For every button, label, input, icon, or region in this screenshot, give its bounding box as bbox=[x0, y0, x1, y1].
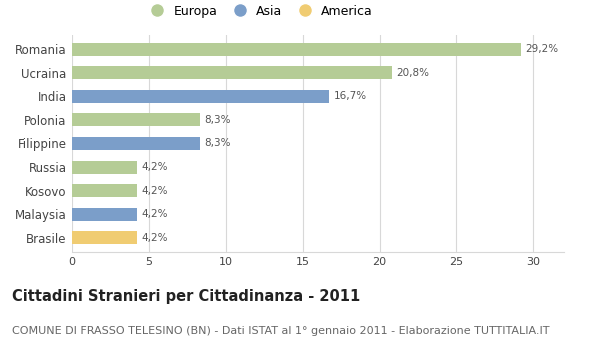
Text: 20,8%: 20,8% bbox=[397, 68, 430, 78]
Bar bbox=[72, 66, 392, 79]
Text: 4,2%: 4,2% bbox=[141, 162, 167, 172]
Legend: Europa, Asia, America: Europa, Asia, America bbox=[142, 2, 376, 20]
Bar bbox=[72, 208, 137, 221]
Text: Cittadini Stranieri per Cittadinanza - 2011: Cittadini Stranieri per Cittadinanza - 2… bbox=[12, 289, 360, 304]
Bar bbox=[72, 90, 329, 103]
Text: 4,2%: 4,2% bbox=[141, 186, 167, 196]
Bar bbox=[72, 231, 137, 244]
Text: 4,2%: 4,2% bbox=[141, 233, 167, 243]
Text: 16,7%: 16,7% bbox=[334, 91, 367, 102]
Bar bbox=[72, 137, 200, 150]
Bar bbox=[72, 184, 137, 197]
Text: COMUNE DI FRASSO TELESINO (BN) - Dati ISTAT al 1° gennaio 2011 - Elaborazione TU: COMUNE DI FRASSO TELESINO (BN) - Dati IS… bbox=[12, 326, 550, 336]
Text: 4,2%: 4,2% bbox=[141, 209, 167, 219]
Text: 29,2%: 29,2% bbox=[526, 44, 559, 54]
Bar bbox=[72, 113, 200, 126]
Text: 8,3%: 8,3% bbox=[204, 115, 231, 125]
Bar bbox=[72, 43, 521, 56]
Text: 8,3%: 8,3% bbox=[204, 139, 231, 148]
Bar bbox=[72, 161, 137, 174]
